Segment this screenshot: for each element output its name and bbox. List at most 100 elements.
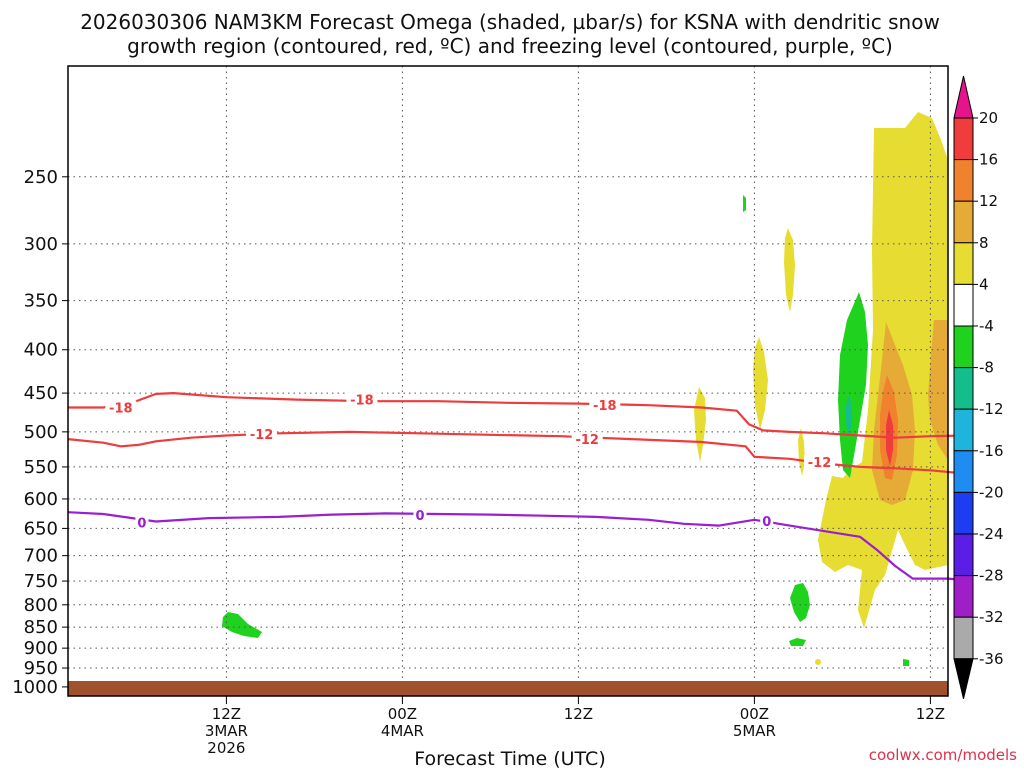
colorbar-band [953,325,974,369]
y-tick-label: 400 [24,340,58,361]
omega-region-neg-4-8-left [222,612,262,638]
colorbar-band [953,283,974,327]
contour-label: -18 [109,402,133,417]
colorbar-band [953,616,974,660]
omega-region-neg-4-8-small-3 [903,659,909,666]
colorbar-band [953,200,974,244]
omega-region-8-12-east [928,320,948,460]
x-tick-label: 12Z [564,705,593,723]
y-tick-label: 900 [24,638,58,659]
colorbar-label: -20 [979,483,1004,501]
contour-label: -18 [593,399,617,414]
x-tick-label: 12Z [916,705,945,723]
colorbar-label: 4 [979,275,989,293]
contour-label-bg [589,398,621,413]
colorbar-label: -36 [979,650,1004,668]
omega-region-4-8-streak-2 [753,337,768,430]
contour-label: -18 [350,394,374,409]
terrain-bar [68,681,948,696]
contour-label-bg [346,392,378,407]
contour-label: -12 [808,456,832,471]
contour-label-bg [105,400,137,415]
x-tick-label: 12Z [212,705,241,723]
colorbar-label: -4 [979,317,994,335]
colorbar-band [953,575,974,618]
contour-label-bg [804,455,836,470]
y-tick-label: 600 [24,489,58,510]
contour-label-bg [135,515,149,530]
colorbar-band [953,533,974,577]
y-tick-label: 650 [24,518,58,539]
y-tick-label: 850 [24,617,58,638]
colorbar-label: -28 [979,567,1004,585]
y-tick-label: 250 [24,167,58,188]
contour-label: 0 [415,509,424,524]
colorbar-band [953,408,974,452]
x-tick-label: 2026 [207,739,245,757]
y-tick-label: 350 [24,291,58,312]
plot-frame [67,65,949,697]
contour-label: -12 [250,428,274,443]
omega-region-neg-4-8-small-2 [789,638,806,646]
omega-region-neg-4-8-low [790,583,810,622]
chart-title-line-2: growth region (contoured, red, ºC) and f… [127,34,893,58]
colorbar-label: -16 [979,442,1004,460]
x-axis-title: Forecast Time (UTC) [414,748,605,768]
y-tick-label: 700 [24,546,58,567]
colorbar-band [953,450,974,493]
colorbar-label: -12 [979,400,1004,418]
colorbar-band [953,242,974,285]
y-tick-label: 500 [24,422,58,443]
contour-label: -12 [575,433,599,448]
x-tick-label: 4MAR [381,722,424,740]
y-tick-label: 450 [24,383,58,404]
colorbar-label: 8 [979,234,989,252]
contour-line [68,392,966,439]
contour-label: 0 [137,517,146,532]
contour-layer: -18 -18 -18 -12 -12 -12 0 0 0 [67,392,966,582]
colorbar-bottom-arrow [953,658,974,699]
omega-shading [222,112,948,666]
colorbar-label: -8 [979,359,994,377]
x-tick-label: 3MAR [205,722,248,740]
y-tick-label: 300 [24,234,58,255]
grid-layer [68,66,948,696]
colorbar: 20 16 12 8 4 -4 -8 -12 -16 -20 -24 -28 -32 -36 [953,75,1004,699]
colorbar-band [953,117,974,161]
omega-region-4-8-streak-1 [784,228,795,312]
colorbar-top-arrow [953,75,974,119]
y-tick-label: 950 [24,658,58,679]
x-tick-label: 00Z [740,705,769,723]
credit-text: coolwx.com/models [869,746,1017,764]
y-axis: 2503003504004505005506006507007508008509… [12,167,68,698]
colorbar-label: 20 [979,109,998,127]
contour-label-bg [246,427,278,442]
omega-region-neg-4-8-main [838,292,868,478]
contour-label-bg [571,432,603,447]
omega-region-4-8-dot [815,659,821,665]
colorbar-label: 12 [979,192,998,210]
colorbar-label: -24 [979,525,1004,543]
colorbar-label: 16 [979,151,998,169]
chart-title-line-1: 2026030306 NAM3KM Forecast Omega (shaded… [80,10,940,34]
contour-label-bg [413,508,427,523]
contour-label-bg [760,513,774,528]
y-tick-label: 550 [24,457,58,478]
colorbar-label: -32 [979,608,1004,626]
omega-region-neg-8-12 [846,395,852,436]
contour-line [67,511,966,582]
colorbar-band [953,367,974,410]
contour-label: 0 [762,515,771,530]
omega-region-neg-4-8-small-1 [743,195,746,212]
contour-line [67,430,966,475]
omega-region-4-8-streak-4 [798,428,805,476]
x-tick-label: 5MAR [733,722,776,740]
y-tick-label: 800 [24,595,58,616]
omega-region-4-8-streak-3 [694,387,706,462]
y-tick-label: 750 [24,571,58,592]
colorbar-band [953,159,974,202]
x-tick-label: 00Z [388,705,417,723]
